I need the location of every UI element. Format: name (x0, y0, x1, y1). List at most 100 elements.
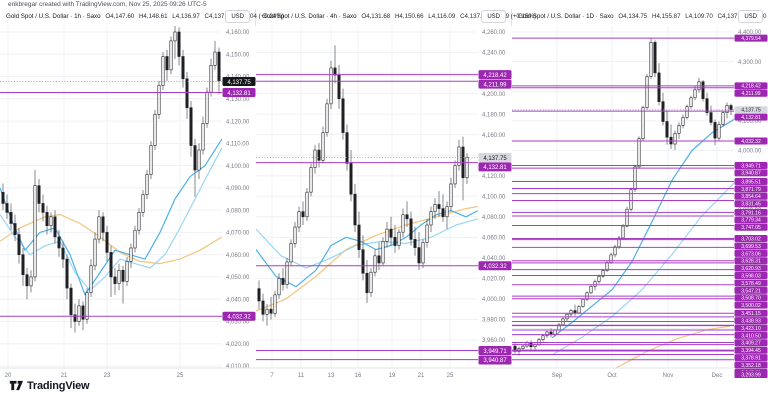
price-tick-label: 4,120.00 (482, 174, 506, 180)
candle-body (457, 146, 461, 166)
level-price-label (734, 301, 768, 309)
level-price-label (734, 34, 768, 42)
price-tick-label: 4,060.00 (226, 253, 250, 259)
svg-text:3,628.31: 3,628.31 (741, 259, 761, 265)
candle-body (153, 114, 157, 146)
candle-body (393, 237, 397, 246)
chart-panel-1h[interactable]: Gold Spot / U.S. Dollar · 1h · Saxo O4,1… (0, 9, 284, 379)
level-lines-layer (256, 74, 478, 361)
candle-body (717, 124, 721, 139)
level-price-label (734, 264, 768, 272)
open-value: O4,147.60 (105, 13, 135, 20)
candle-body (413, 239, 417, 248)
candle-body (369, 271, 373, 294)
time-axis[interactable]: Sep Oct Nov Dec (552, 373, 723, 379)
candle-body (453, 165, 457, 185)
candle-body (357, 224, 361, 250)
svg-text:3,578.49: 3,578.49 (741, 281, 761, 287)
candle-body (521, 345, 525, 349)
time-axis[interactable]: 20 21 23 25 (5, 373, 184, 379)
chart-panel-4h[interactable]: Gold Spot / U.S. Dollar · 4h · Saxo O4,1… (256, 9, 536, 379)
candle-body (209, 65, 213, 93)
candle-body (25, 274, 29, 287)
candle-body (629, 189, 633, 210)
time-label: 13 (328, 373, 335, 379)
candle-body (721, 112, 725, 125)
currency-toggle-button[interactable]: USD (738, 10, 763, 23)
candle-body (665, 121, 669, 138)
currency-toggle-button[interactable]: USD (225, 10, 250, 23)
currency-toggle-button[interactable]: USD (481, 10, 506, 23)
candle-body (377, 255, 381, 264)
svg-text:4,218.42: 4,218.42 (483, 73, 507, 79)
candle-body (281, 278, 285, 285)
time-label: 19 (389, 373, 396, 379)
price-tick-label: 4,000.00 (738, 149, 762, 155)
ma-line (256, 205, 478, 312)
candle-body (89, 265, 93, 293)
candle-body (577, 306, 581, 314)
svg-text:4,032.32: 4,032.32 (741, 139, 761, 145)
price-tick-label: 4,400.00 (738, 30, 762, 36)
svg-text:3,508.70: 3,508.70 (741, 296, 761, 302)
candle-body (325, 103, 329, 133)
price-tick-label: 4,180.00 (482, 112, 506, 118)
price-tick-label: 4,060.00 (482, 236, 506, 242)
candle-body (37, 185, 41, 204)
candle-body (345, 132, 349, 164)
price-tick-label: 4,010.00 (226, 364, 250, 370)
price-tick-label: 4,080.00 (482, 215, 506, 221)
chart-legend-1d[interactable]: Gold Spot / U.S. Dollar · 1D · Saxo O4,1… (518, 13, 768, 20)
level-price-label (734, 279, 768, 287)
time-label: 21 (61, 373, 68, 379)
price-chart-1h[interactable]: 4,160.004,150.004,140.004,130.004,120.00… (0, 26, 256, 379)
candle-body (397, 231, 401, 246)
candles-layer (1, 26, 221, 333)
candle-body (297, 211, 301, 228)
candle-body (421, 242, 425, 264)
svg-text:3,352.18: 3,352.18 (741, 363, 761, 369)
candle-body (329, 67, 333, 105)
candle-body (301, 211, 305, 218)
low-value: L4,116.09 (428, 13, 456, 20)
price-tick-label: 4,080.00 (226, 208, 250, 214)
svg-text:3,394.45: 3,394.45 (741, 348, 761, 354)
level-price-label (734, 169, 768, 177)
candle-body (65, 258, 69, 289)
candle-body (201, 122, 205, 151)
candle-body (689, 97, 693, 107)
candle-body (277, 278, 281, 296)
chart-panel-1d[interactable]: Gold Spot / U.S. Dollar · 1D · Saxo O4,1… (512, 9, 768, 379)
price-tick-label: 4,260.00 (482, 30, 506, 36)
candle-body (545, 331, 549, 337)
candle-body (601, 270, 605, 277)
candle-body (17, 234, 21, 255)
candle-body (693, 89, 697, 99)
candle-body (425, 224, 429, 243)
attribution-text: erikbregar created with TradingView.com,… (8, 1, 207, 8)
time-label: 21 (418, 373, 425, 379)
svg-text:3,673.06: 3,673.06 (741, 251, 761, 257)
price-chart-1d[interactable]: 4,400.004,300.004,200.004,100.004,000.00… (512, 26, 768, 379)
high-value: H4,148.61 (138, 13, 168, 20)
tradingview-logo-text: TradingView (27, 379, 90, 392)
svg-text:3,703.02: 3,703.02 (741, 236, 761, 242)
chart-legend-4h[interactable]: Gold Spot / U.S. Dollar · 4h · Saxo O4,1… (262, 13, 536, 20)
candle-body (313, 149, 317, 168)
price-tick-label: 4,020.00 (226, 342, 250, 348)
candle-body (637, 138, 641, 168)
candle-body (81, 305, 85, 320)
time-label: 11 (298, 373, 305, 379)
price-chart-4h[interactable]: 4,260.004,240.004,220.004,200.004,180.00… (256, 26, 512, 379)
price-tick-label: 4,070.00 (226, 231, 250, 237)
time-axis[interactable]: 7 11 13 16 19 21 25 (270, 373, 454, 379)
level-price-label (734, 354, 768, 362)
candle-body (353, 193, 357, 226)
level-price-label (478, 79, 512, 89)
svg-text:3,949.71: 3,949.71 (483, 349, 507, 355)
tradingview-logo[interactable]: TradingView (9, 379, 90, 392)
candle-body (93, 238, 97, 267)
candle-body (141, 194, 145, 213)
chart-legend-1h[interactable]: Gold Spot / U.S. Dollar · 1h · Saxo O4,1… (6, 13, 284, 20)
candle-body (321, 132, 325, 161)
